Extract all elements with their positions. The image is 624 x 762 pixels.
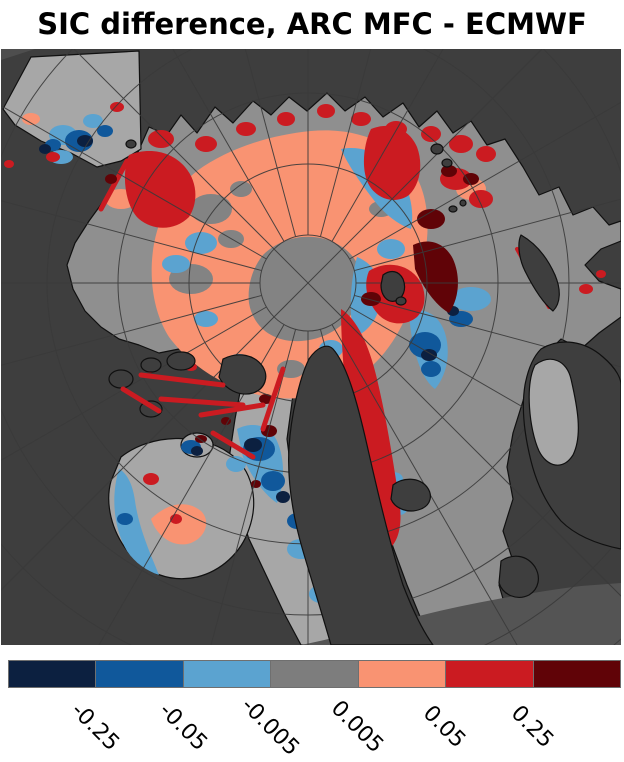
arctic-map <box>1 49 621 645</box>
graticule-meridian <box>1 105 267 260</box>
graticule <box>1 49 621 645</box>
strong-negative-patches-navy <box>39 135 459 517</box>
novaya-zemlya <box>518 234 560 312</box>
graticule-meridian <box>172 49 285 242</box>
graticule-meridian <box>98 324 285 645</box>
colorbar-tick-label: -0.25 <box>66 698 125 756</box>
graticule-meridian <box>307 49 543 284</box>
colorbar-segment <box>271 661 359 687</box>
colorbar <box>8 660 621 688</box>
graticule-meridian <box>73 49 309 284</box>
colorbar-segment <box>9 661 97 687</box>
graticule-meridian <box>319 49 372 237</box>
colorbar-segment <box>533 661 620 687</box>
severnaya-zemlya <box>441 158 453 168</box>
colorbar-tick-label: 0.005 <box>326 695 389 759</box>
colorbar-tick-label: 0.25 <box>505 700 558 754</box>
colorbar-segment <box>446 661 534 687</box>
greenland-landmass <box>288 345 434 645</box>
graticule-meridian <box>354 294 621 368</box>
british-isles <box>498 555 539 598</box>
bering-sea-wedge <box>2 50 142 168</box>
graticule-meridian <box>331 49 444 242</box>
graticule-meridian <box>349 306 621 465</box>
graticule-meridian <box>1 200 262 272</box>
svalbard-south-island <box>395 296 407 306</box>
graticule-meridian <box>210 329 297 645</box>
iceland <box>390 478 431 512</box>
arctic-island <box>166 351 196 371</box>
gulf-of-bothnia <box>528 358 579 466</box>
colorbar-segment <box>96 661 184 687</box>
arctic-island <box>140 357 162 373</box>
colorbar-tick-label: -0.005 <box>235 693 304 761</box>
archipelago-channels-positive <box>120 366 286 460</box>
graticule-meridian <box>307 282 621 597</box>
negative-patches-mediumblue <box>45 125 473 529</box>
franz-josef-land <box>459 199 467 207</box>
northwest-corner-shade <box>1 49 35 60</box>
colorbar-segment <box>358 661 447 687</box>
graticule-meridian <box>331 324 518 645</box>
graticule-meridian <box>354 198 621 272</box>
severnaya-zemlya <box>430 143 444 155</box>
graticule-meridian <box>1 282 309 591</box>
colorbar-tick-label: 0.05 <box>418 700 471 754</box>
graticule-meridian <box>244 49 297 237</box>
ellesmere-island <box>218 354 267 395</box>
landmasses <box>108 139 621 645</box>
banks-island <box>108 369 134 389</box>
svalbard <box>380 270 406 302</box>
graticule-meridian <box>1 294 262 366</box>
wrangel-island <box>125 139 137 149</box>
franz-josef-land <box>448 205 458 213</box>
graticule-meridian <box>349 101 621 260</box>
colorbar-tick-label: -0.05 <box>153 698 212 756</box>
colorbar-segment <box>183 661 272 687</box>
figure-title: SIC difference, ARC MFC - ECMWF <box>37 7 587 41</box>
